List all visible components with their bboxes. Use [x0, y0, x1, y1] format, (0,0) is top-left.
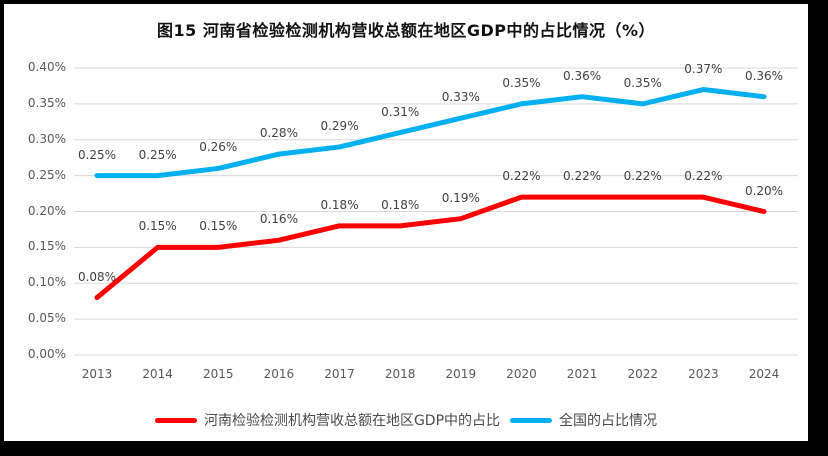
data-label: 0.36% [744, 68, 784, 83]
x-tick-label: 2017 [324, 367, 355, 381]
data-label: 0.31% [381, 104, 420, 119]
y-tick-label: 0.05% [27, 311, 66, 326]
data-label: 0.35% [623, 75, 662, 90]
chart-title: 图15 河南省检验检测机构营收总额在地区GDP中的占比情况（%） [156, 21, 655, 40]
legend-red-line-icon [154, 417, 197, 423]
y-tick-label: 0.15% [27, 239, 66, 254]
x-tick-label: 2021 [566, 367, 598, 381]
data-label: 0.19% [441, 190, 480, 205]
data-label: 0.25% [138, 147, 177, 162]
x-tick-label: 2022 [627, 367, 658, 381]
y-tick-label: 0.10% [27, 275, 66, 290]
data-label: 0.26% [199, 140, 238, 155]
legend-label: 全国的占比情况 [559, 413, 658, 429]
y-tick-label: 0.20% [27, 203, 66, 218]
legend-label: 河南检验检测机构营收总额在地区GDP中的占比 [203, 413, 501, 429]
series-line-national [94, 87, 767, 179]
x-tick-label: 2015 [202, 367, 234, 381]
x-tick-label: 2014 [142, 367, 173, 381]
data-label: 0.22% [684, 169, 723, 184]
data-label: 0.18% [320, 197, 359, 212]
legend: 河南检验检测机构营收总额在地区GDP中的占比 全国的占比情况 [4, 410, 808, 430]
data-label: 0.25% [77, 147, 117, 162]
legend-blue-line-icon [510, 417, 553, 423]
x-tick-label: 2019 [445, 367, 477, 381]
y-tick-label: 0.40% [27, 60, 66, 74]
y-tick-label: 0.35% [27, 95, 66, 110]
y-tick-label: 0.30% [27, 131, 66, 146]
legend-item: 河南检验检测机构营收总额在地区GDP中的占比 [154, 410, 501, 430]
data-label: 0.22% [563, 169, 602, 184]
data-label: 0.35% [502, 75, 541, 90]
data-label: 0.22% [502, 169, 541, 184]
data-label: 0.20% [744, 183, 784, 198]
data-label: 0.08% [77, 269, 117, 284]
x-tick-label: 2013 [81, 367, 113, 381]
y-tick-label: 0.00% [27, 347, 66, 361]
data-label: 0.36% [563, 68, 602, 83]
data-label: 0.28% [259, 126, 298, 141]
data-label: 0.15% [138, 219, 177, 234]
plot-area [74, 67, 798, 356]
data-label: 0.18% [381, 197, 420, 212]
x-tick-label: 2020 [506, 367, 537, 381]
x-tick-label: 2024 [748, 367, 780, 381]
data-label: 0.16% [259, 212, 298, 227]
y-tick-label: 0.25% [27, 167, 66, 182]
data-label: 0.22% [623, 169, 662, 184]
x-tick-label: 2016 [263, 367, 295, 381]
data-label: 0.37% [684, 61, 723, 76]
data-label: 0.33% [441, 90, 480, 105]
legend-item: 全国的占比情况 [510, 410, 657, 430]
data-label: 0.29% [320, 118, 359, 133]
x-tick-label: 2018 [384, 367, 416, 381]
x-tick-label: 2023 [688, 367, 719, 381]
data-label: 0.15% [199, 219, 238, 234]
series-line-henan [94, 194, 767, 301]
chart-frame: 图15 河南省检验检测机构营收总额在地区GDP中的占比情况（%） 0.40% 0.… [4, 4, 808, 441]
